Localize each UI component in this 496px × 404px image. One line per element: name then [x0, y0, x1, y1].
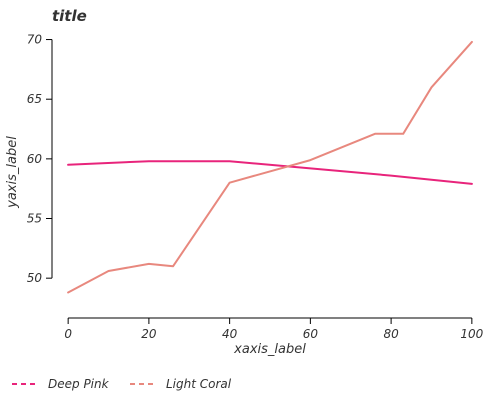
legend-label-deep-pink: Deep Pink	[48, 377, 110, 391]
y-tick-label: 65	[27, 92, 42, 106]
legend: Deep Pink Light Coral	[12, 377, 232, 391]
y-tick-label: 60	[27, 152, 43, 166]
x-axis: 0 20 40 60 80 100	[64, 317, 484, 341]
y-tick-label: 50	[27, 271, 43, 285]
y-axis-label: yaxis_label	[5, 136, 20, 209]
x-axis-label: xaxis_label	[233, 342, 306, 357]
y-tick-label: 70	[27, 33, 43, 47]
x-tick-label: 0	[64, 327, 72, 341]
series-line-deep-pink	[67, 160, 473, 185]
y-tick-label: 55	[27, 212, 42, 226]
x-tick-label: 20	[141, 327, 157, 341]
chart-title: title	[52, 7, 87, 25]
x-tick-label: 40	[222, 327, 238, 341]
legend-label-light-coral: Light Coral	[166, 377, 232, 391]
x-tick-label: 100	[460, 327, 483, 341]
series-line-light-coral	[67, 40, 473, 294]
x-tick-label: 60	[303, 327, 319, 341]
y-axis: 50 55 60 65 70	[27, 33, 53, 285]
series-layer	[67, 40, 473, 294]
x-tick-label: 80	[383, 327, 399, 341]
